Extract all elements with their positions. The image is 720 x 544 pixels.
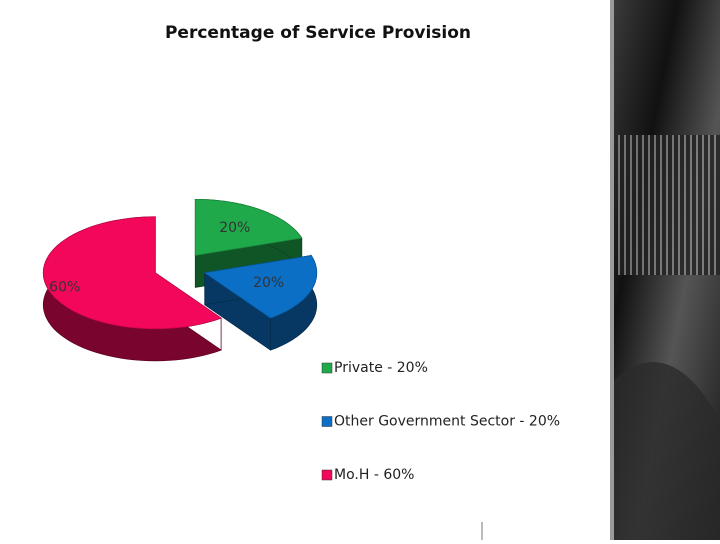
pie-slice — [203, 255, 318, 319]
legend-swatch — [321, 469, 333, 481]
chart-title: Percentage of Service Provision — [165, 23, 471, 43]
legend-label: Mo.H - 60% — [334, 467, 414, 483]
legend-swatch — [321, 416, 333, 427]
data-label: 20% — [219, 220, 250, 236]
pie-slice — [42, 216, 222, 330]
photo-detail — [618, 135, 720, 275]
legend-label: Other Government Sector - 20% — [334, 414, 560, 430]
photo-detail — [614, 362, 720, 540]
legend-label: Private - 20% — [334, 360, 428, 376]
data-label: 60% — [49, 280, 80, 296]
legend-swatch — [321, 362, 333, 374]
pie-slice — [194, 199, 303, 256]
data-label: 20% — [253, 275, 284, 291]
divider — [610, 0, 614, 540]
